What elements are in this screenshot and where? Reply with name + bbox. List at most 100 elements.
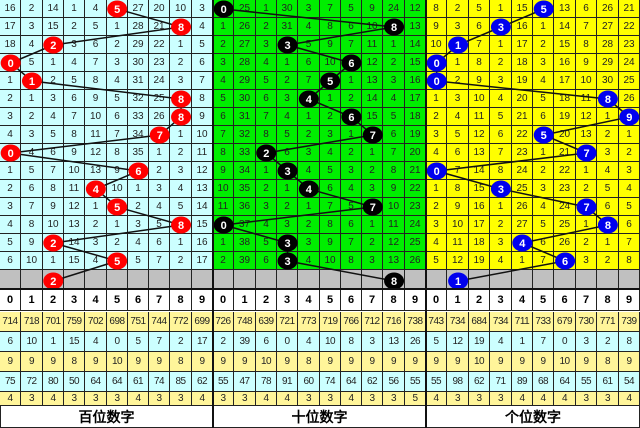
grid-cell: 16 [0, 0, 21, 18]
stat-cell: 9 [619, 352, 640, 372]
grid-cell: 23 [405, 198, 426, 216]
stat-cell: 3 [64, 392, 85, 406]
stat-cell: 62 [362, 372, 383, 392]
grid-cell: 8 [64, 126, 85, 144]
grid-cell: 3 [85, 234, 107, 252]
digit-header: 7 [576, 290, 597, 311]
panel-title: 个位数字 [426, 405, 640, 428]
grid-cell: 5 [64, 72, 85, 90]
grid-cell: 8 [107, 144, 128, 162]
grid-cell: 16 [469, 198, 490, 216]
stat-cell: 3 [576, 332, 597, 352]
stat-cell: 3 [107, 392, 128, 406]
grid-cell: 10 [320, 252, 341, 270]
grid-cell: 3 [362, 180, 383, 198]
stat-cell: 4 [298, 332, 320, 352]
stat-cell: 744 [149, 312, 170, 332]
grid-cell: 10 [320, 54, 341, 72]
grid-cell: 2 [597, 252, 619, 270]
grid-cell: 3 [533, 54, 554, 72]
grid-cell: 1 [298, 198, 320, 216]
grid-cell: 15 [192, 216, 213, 234]
stat-cell: 55 [213, 372, 234, 392]
grid-cell: 12 [362, 54, 383, 72]
grid-cell: 6 [341, 18, 362, 36]
stat-cell: 64 [85, 372, 107, 392]
grid-cell: 3 [576, 252, 597, 270]
grid-cell: 1 [256, 162, 277, 180]
grid-cell: 4 [298, 18, 320, 36]
grid-cell [576, 198, 597, 216]
prediction-cell [234, 270, 256, 290]
stat-cell: 9 [128, 352, 149, 372]
grid-cell: 4 [383, 90, 405, 108]
grid-cell: 2 [447, 72, 469, 90]
stat-cell: 9 [43, 352, 64, 372]
stat-cell: 4 [554, 392, 576, 406]
grid-cell [426, 162, 447, 180]
grid-cell: 9 [213, 162, 234, 180]
grid-cell: 5 [298, 36, 320, 54]
grid-cell [447, 36, 469, 54]
grid-cell: 3 [0, 198, 21, 216]
stat-cell: 0 [107, 332, 128, 352]
grid-cell: 7 [576, 18, 597, 36]
stat-cell: 5 [426, 332, 447, 352]
grid-cell: 8 [490, 162, 512, 180]
grid-cell: 4 [43, 108, 64, 126]
grid-cell [490, 180, 512, 198]
grid-cell: 20 [405, 144, 426, 162]
grid-cell: 13 [554, 0, 576, 18]
grid-cell: 6 [21, 180, 43, 198]
grid-cell: 3 [426, 126, 447, 144]
grid-cell [490, 18, 512, 36]
grid-cell: 29 [128, 36, 149, 54]
grid-cell: 4 [107, 72, 128, 90]
grid-cell: 12 [85, 144, 107, 162]
grid-cell: 7 [383, 144, 405, 162]
stat-cell: 9 [149, 352, 170, 372]
stat-cell: 4 [128, 392, 149, 406]
grid-cell: 11 [362, 36, 383, 54]
grid-cell: 2 [277, 198, 298, 216]
grid-cell: 9 [43, 198, 64, 216]
digit-header: 1 [447, 290, 469, 311]
digit-header: 5 [320, 290, 341, 311]
grid-cell: 5 [21, 162, 43, 180]
grid-cell [512, 234, 533, 252]
grid-cell: 7 [298, 72, 320, 90]
grid-cell: 24 [619, 54, 640, 72]
grid-cell: 1 [426, 180, 447, 198]
grid-cell: 7 [320, 0, 341, 18]
stat-cell: 78 [256, 372, 277, 392]
grid-cell: 1 [277, 180, 298, 198]
stat-cell: 702 [85, 312, 107, 332]
grid-cell: 25 [512, 180, 533, 198]
grid-cell [107, 0, 128, 18]
digit-header: 1 [21, 290, 43, 311]
grid-cell: 3 [128, 216, 149, 234]
stat-cell: 85 [170, 372, 192, 392]
grid-cell: 2 [341, 144, 362, 162]
stat-cell: 1 [512, 332, 533, 352]
stat-cell: 766 [341, 312, 362, 332]
grid-cell: 13 [64, 216, 85, 234]
stat-cell: 726 [213, 312, 234, 332]
stat-cell: 9 [192, 352, 213, 372]
grid-cell: 3 [277, 216, 298, 234]
grid-cell: 3 [43, 90, 64, 108]
prediction-cell [383, 270, 405, 290]
grid-cell [170, 216, 192, 234]
grid-cell: 11 [192, 144, 213, 162]
grid-cell: 22 [554, 162, 576, 180]
grid-cell: 2 [426, 108, 447, 126]
stat-cell: 55 [405, 372, 426, 392]
grid-cell: 2 [576, 180, 597, 198]
grid-cell: 7 [490, 144, 512, 162]
stat-cell: 9 [320, 352, 341, 372]
grid-cell: 2 [170, 144, 192, 162]
stat-cell: 9 [341, 352, 362, 372]
grid-cell: 39 [234, 252, 256, 270]
grid-cell: 12 [469, 126, 490, 144]
grid-cell: 2 [213, 36, 234, 54]
